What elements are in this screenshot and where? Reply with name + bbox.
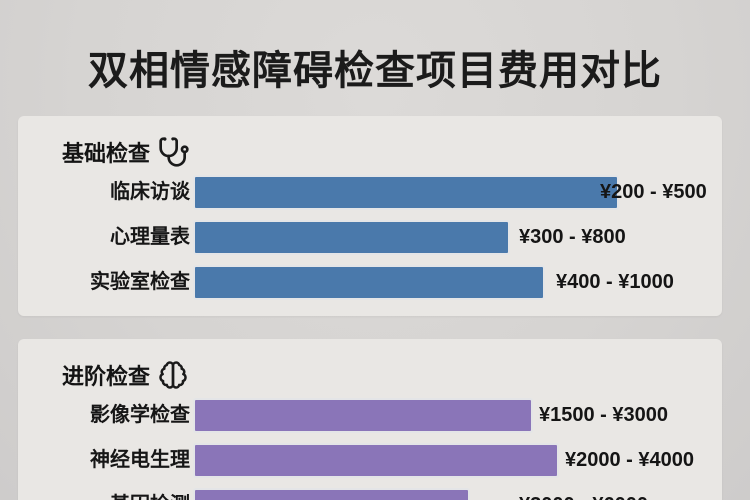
chart-row: 基因检测 ¥3000 - ¥6000 <box>18 483 722 500</box>
page-title: 双相情感障碍检查项目费用对比 <box>88 49 662 93</box>
section-header-basic: 基础检查 <box>62 134 190 170</box>
cost-range-label: ¥2000 - ¥4000 <box>565 449 695 471</box>
cost-bar <box>195 177 617 208</box>
chart-row: 影像学检查 ¥1500 - ¥3000 <box>18 393 722 438</box>
section-card-advanced: 进阶检查 影像学检查 ¥1500 - ¥3000 神经电生理 ¥2000 - ¥400… <box>18 339 722 500</box>
stethoscope-icon <box>159 137 189 167</box>
row-label: 基因检测 <box>18 483 190 500</box>
section-title: 基础检查 <box>62 141 151 166</box>
cost-bar <box>195 490 468 500</box>
chart-row: 临床访谈 ¥200 - ¥500 <box>18 170 722 215</box>
row-label: 神经电生理 <box>90 449 190 471</box>
row-label: 实验室检查 <box>90 271 190 293</box>
chart-row: 心理量表 ¥300 - ¥800 <box>18 215 722 260</box>
section-header-advanced: 进阶检查 <box>62 357 188 393</box>
cost-range-label: ¥300 - ¥800 <box>519 226 626 248</box>
section-card-basic: 基础检查 临床访谈 ¥200 - ¥500 心理量表 ¥300 - ¥800 实验室检查… <box>18 116 722 316</box>
cost-bar <box>195 267 543 298</box>
cost-bar <box>195 400 531 431</box>
chart-row: 实验室检查 ¥400 - ¥1000 <box>18 260 722 305</box>
section-title: 进阶检查 <box>62 364 151 389</box>
cost-range-label: ¥200 - ¥500 <box>600 181 707 203</box>
cost-bar <box>195 445 557 476</box>
cost-range-label: ¥400 - ¥1000 <box>556 271 674 293</box>
cost-range-label: ¥3000 - ¥6000 <box>519 483 648 500</box>
row-label: 临床访谈 <box>110 181 190 203</box>
brain-icon <box>159 361 187 389</box>
row-label: 心理量表 <box>110 226 190 248</box>
row-label: 影像学检查 <box>90 404 190 426</box>
cost-bar <box>195 222 508 253</box>
chart-row: 神经电生理 ¥2000 - ¥4000 <box>18 438 722 483</box>
cost-range-label: ¥1500 - ¥3000 <box>539 404 669 426</box>
